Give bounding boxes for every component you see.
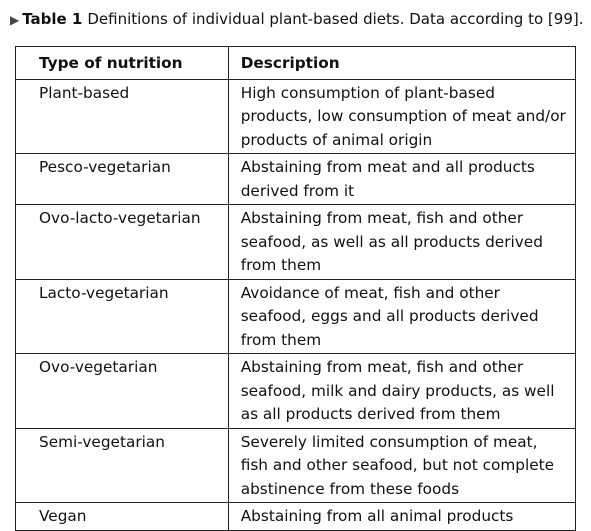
- cell-type: Plant-based: [15, 78, 229, 154]
- cell-description: Abstaining from all animal products: [227, 502, 577, 531]
- table-row: Vegan Abstaining from all animal product…: [15, 502, 577, 531]
- cell-type: Pesco-vegetarian: [15, 153, 229, 205]
- caption-label: Table 1: [22, 10, 83, 28]
- diet-definitions-table: Type of nutrition Description Plant-base…: [15, 46, 577, 531]
- table-row: Pesco-vegetarian Abstaining from meat an…: [15, 153, 577, 205]
- cell-type: Ovo-lacto-vegetarian: [15, 204, 229, 280]
- cell-description: Abstaining from meat and all products de…: [227, 153, 577, 205]
- cell-description: Avoidance of meat, fish and other seafoo…: [227, 278, 577, 354]
- table-header-row: Type of nutrition Description: [15, 46, 577, 80]
- cell-description: Abstaining from meat, fish and other sea…: [227, 353, 577, 429]
- cell-description: Abstaining from meat, fish and other sea…: [227, 204, 577, 280]
- cell-description: Severely limited consumption of meat, fi…: [227, 427, 577, 503]
- cell-description: High consumption of plant-based products…: [227, 78, 577, 154]
- cell-type: Semi-vegetarian: [15, 427, 229, 503]
- cell-type: Vegan: [15, 502, 229, 531]
- caption-text: Definitions of individual plant-based di…: [87, 10, 584, 28]
- table-row: Lacto-vegetarian Avoidance of meat, fish…: [15, 278, 577, 354]
- table-row: Plant-based High consumption of plant-ba…: [15, 78, 577, 154]
- cell-type: Lacto-vegetarian: [15, 278, 229, 354]
- header-description: Description: [227, 46, 577, 80]
- table-caption: ▶ Table 1 Definitions of individual plant-…: [10, 9, 583, 30]
- header-type: Type of nutrition: [15, 46, 229, 80]
- caption-arrow-icon: ▶: [10, 13, 20, 27]
- table-row: Semi-vegetarian Severely limited consump…: [15, 427, 577, 503]
- table-row: Ovo-vegetarian Abstaining from meat, fis…: [15, 353, 577, 429]
- cell-type: Ovo-vegetarian: [15, 353, 229, 429]
- table-row: Ovo-lacto-vegetarian Abstaining from mea…: [15, 204, 577, 280]
